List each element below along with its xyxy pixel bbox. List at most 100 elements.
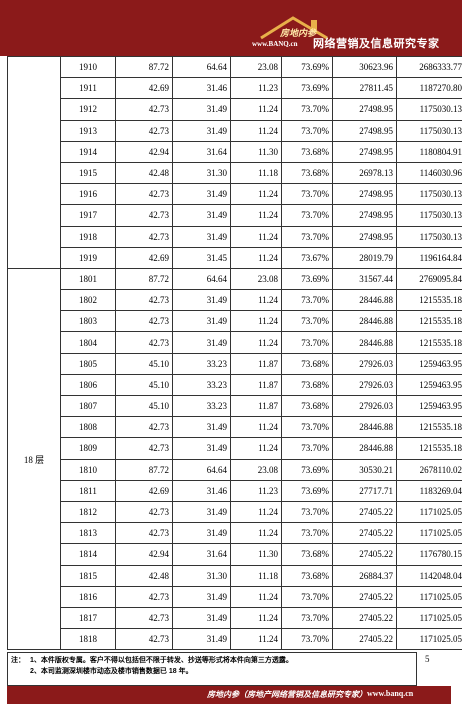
value-cell: 87.72 — [115, 267, 173, 291]
value-cell: 1215535.18 — [396, 437, 462, 460]
value-cell: 31.49 — [172, 119, 231, 142]
value-cell: 73.68% — [281, 352, 333, 375]
value-cell: 27498.95 — [332, 140, 397, 163]
value-cell: 42.48 — [115, 161, 173, 185]
table-row: 1804 42.73 31.49 11.24 73.70% 28446.88 1215535… — [8, 331, 462, 354]
value-cell: 42.73 — [115, 331, 173, 354]
room-cell: 1916 — [60, 183, 116, 206]
value-cell: 42.73 — [115, 606, 173, 630]
table-row: 1813 42.73 31.49 11.24 73.70% 27405.22 1171025… — [8, 522, 462, 545]
value-cell: 73.70% — [281, 522, 333, 545]
value-cell: 33.23 — [172, 352, 231, 375]
room-cell: 1811 — [60, 479, 116, 502]
table-row: 1810 87.72 64.64 23.08 73.69% 30530.21 2678110… — [8, 458, 462, 481]
table-row: 1912 42.73 31.49 11.24 73.70% 27498.95 1175030… — [8, 98, 462, 121]
value-cell: 31.46 — [172, 479, 231, 502]
room-cell: 1806 — [60, 373, 116, 397]
logo-text: 房地内参 — [279, 28, 316, 38]
value-cell: 28446.88 — [332, 331, 397, 354]
value-cell: 28446.88 — [332, 289, 397, 312]
value-cell: 23.08 — [230, 55, 282, 79]
value-cell: 31.49 — [172, 289, 231, 312]
value-cell: 11.24 — [230, 416, 282, 439]
value-cell: 73.70% — [281, 585, 333, 608]
value-cell: 11.18 — [230, 564, 282, 587]
value-cell: 11.87 — [230, 373, 282, 397]
value-cell: 23.08 — [230, 458, 282, 481]
table-row: 1808 42.73 31.49 11.24 73.70% 28446.88 1215535… — [8, 416, 462, 439]
value-cell: 73.68% — [281, 140, 333, 163]
value-cell: 27405.22 — [332, 585, 397, 608]
value-cell: 27926.03 — [332, 394, 397, 418]
value-cell: 1171025.05 — [396, 522, 462, 545]
value-cell: 31.64 — [172, 543, 231, 566]
value-cell: 73.68% — [281, 543, 333, 566]
value-cell: 27498.95 — [332, 119, 397, 142]
value-cell: 1259463.95 — [396, 394, 462, 418]
table-row: 1918 42.73 31.49 11.24 73.70% 27498.95 1175030… — [8, 225, 462, 248]
value-cell: 31.49 — [172, 225, 231, 248]
value-cell: 1259463.95 — [396, 373, 462, 397]
value-cell: 73.69% — [281, 267, 333, 291]
value-cell: 11.18 — [230, 161, 282, 185]
floor-cell — [7, 56, 61, 269]
value-cell: 28446.88 — [332, 437, 397, 460]
value-cell: 1175030.13 — [396, 204, 462, 227]
value-cell: 11.23 — [230, 479, 282, 502]
value-cell: 1171025.05 — [396, 628, 462, 651]
value-cell: 27405.22 — [332, 500, 397, 524]
value-cell: 30623.96 — [332, 55, 397, 79]
value-cell: 73.70% — [281, 606, 333, 630]
value-cell: 42.73 — [115, 204, 173, 227]
value-cell: 31.30 — [172, 564, 231, 587]
value-cell: 1171025.05 — [396, 606, 462, 630]
page-number: 5 — [425, 654, 430, 664]
value-cell: 31.30 — [172, 161, 231, 185]
value-cell: 31.49 — [172, 331, 231, 354]
value-cell: 73.69% — [281, 458, 333, 481]
value-cell: 30530.21 — [332, 458, 397, 481]
value-cell: 31567.44 — [332, 267, 397, 291]
room-cell: 1813 — [60, 522, 116, 545]
value-cell: 42.73 — [115, 310, 173, 333]
value-cell: 31.49 — [172, 98, 231, 121]
value-cell: 27405.22 — [332, 606, 397, 630]
value-cell: 42.69 — [115, 77, 173, 100]
value-cell: 11.24 — [230, 331, 282, 354]
value-cell: 1215535.18 — [396, 310, 462, 333]
value-cell: 1215535.18 — [396, 416, 462, 439]
note-line: 2、本司监测深圳楼市动态及楼市销售数据已 18 年。 — [30, 668, 193, 675]
value-cell: 31.49 — [172, 183, 231, 206]
room-cell: 1911 — [60, 77, 116, 100]
value-cell: 27498.95 — [332, 204, 397, 227]
value-cell: 31.46 — [172, 77, 231, 100]
value-cell: 73.70% — [281, 500, 333, 524]
value-cell: 73.68% — [281, 394, 333, 418]
value-cell: 73.68% — [281, 373, 333, 397]
value-cell: 27405.22 — [332, 522, 397, 545]
value-cell: 27717.71 — [332, 479, 397, 502]
value-cell: 64.64 — [172, 458, 231, 481]
table-row: 1811 42.69 31.46 11.23 73.69% 27717.71 1183269… — [8, 479, 462, 502]
value-cell: 27926.03 — [332, 352, 397, 375]
value-cell: 33.23 — [172, 394, 231, 418]
room-cell: 1805 — [60, 352, 116, 375]
notes-label: 注： — [11, 657, 25, 664]
value-cell: 42.73 — [115, 585, 173, 608]
value-cell: 1176780.15 — [396, 543, 462, 566]
value-cell: 1146030.96 — [396, 161, 462, 185]
room-cell: 1814 — [60, 543, 116, 566]
value-cell: 11.24 — [230, 204, 282, 227]
value-cell: 42.73 — [115, 183, 173, 206]
table-row: 1803 42.73 31.49 11.24 73.70% 28446.88 1215535… — [8, 310, 462, 333]
value-cell: 73.68% — [281, 564, 333, 587]
value-cell: 42.73 — [115, 628, 173, 651]
value-cell: 11.24 — [230, 437, 282, 460]
table-row: 1812 42.73 31.49 11.24 73.70% 27405.22 1171025… — [8, 500, 462, 524]
value-cell: 1180804.91 — [396, 140, 462, 163]
value-cell: 11.24 — [230, 183, 282, 206]
header-banner: 房地内参 www.BANQ.cn 网络营销及信息研究专家 — [0, 0, 462, 56]
value-cell: 31.49 — [172, 310, 231, 333]
value-cell: 73.70% — [281, 225, 333, 248]
table-row: 1814 42.94 31.64 11.30 73.68% 27405.22 1176780… — [8, 543, 462, 566]
